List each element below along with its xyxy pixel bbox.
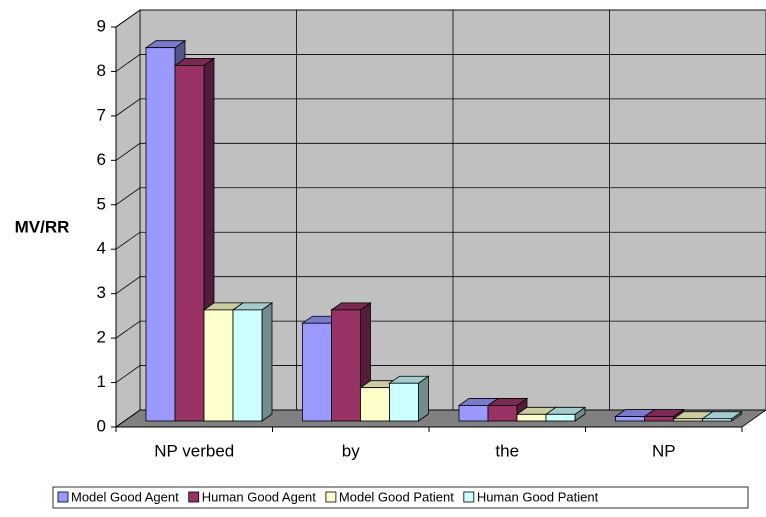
grid-line [115,320,766,339]
legend-swatch [57,491,69,503]
bar-side [261,302,273,422]
y-tick-label: 6 [97,150,106,169]
legend-label: Model Good Patient [339,489,454,504]
bar [331,309,361,422]
bar [232,309,263,422]
y-tick-label: 1 [97,372,106,391]
bar [203,309,234,422]
bar [487,405,518,422]
bar [702,418,732,422]
x-tick-label: NP verbed [154,441,234,460]
grid-line [115,231,766,250]
legend-label: Human Good Agent [202,489,317,504]
bar [360,387,390,422]
y-axis-label: MV/RR [15,217,70,236]
legend: Model Good Agent Human Good Agent Model Go… [52,486,749,509]
grid-line [115,98,766,117]
legend-label: Human Good Patient [477,489,599,504]
grid-line [115,142,766,161]
y-tick-label: 7 [97,105,106,124]
y-tick-label: 3 [97,283,106,302]
bar [389,382,419,422]
x-tick-label: by [342,441,360,460]
legend-swatch [188,491,200,503]
legend-swatch [463,491,475,503]
grid-line [115,187,766,206]
bar [516,413,547,422]
grid-line [115,276,766,294]
y-tick-label: 4 [97,239,106,258]
legend-box [52,486,749,509]
bar [545,413,576,422]
side-wall [115,9,141,428]
grid-line [115,365,766,383]
bar [615,416,645,422]
y-tick-label: 2 [97,328,106,347]
y-tick-label: 0 [97,416,106,435]
grid-line [115,9,766,28]
bar-side [418,375,429,422]
y-tick-label: 9 [97,16,106,35]
y-tick-label: 8 [97,61,106,80]
bar [145,47,176,422]
x-tick-label: NP [652,441,676,460]
bar [673,418,703,422]
bar [302,322,332,422]
x-tick-label: the [495,441,519,460]
bar [644,416,674,422]
legend-label: Model Good Agent [71,489,179,504]
bar [458,405,489,422]
grid-line [115,54,766,72]
bar [174,65,205,422]
legend-swatch [325,491,337,503]
y-tick-label: 5 [97,194,106,213]
